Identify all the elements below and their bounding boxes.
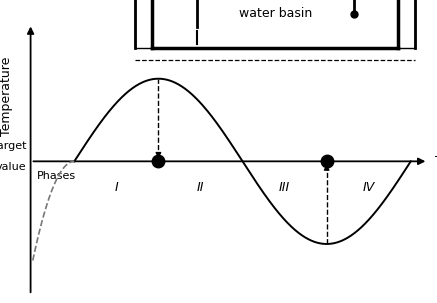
Text: Target: Target [0,141,26,151]
Text: Temperature: Temperature [0,57,13,136]
Text: Time: Time [435,155,437,168]
Text: Phases: Phases [37,171,76,181]
Text: water basin: water basin [239,7,312,20]
Polygon shape [135,0,415,48]
Text: II: II [197,181,204,194]
Text: IV: IV [363,181,375,194]
Text: III: III [279,181,290,194]
Text: value: value [0,162,26,172]
Text: I: I [114,181,118,194]
